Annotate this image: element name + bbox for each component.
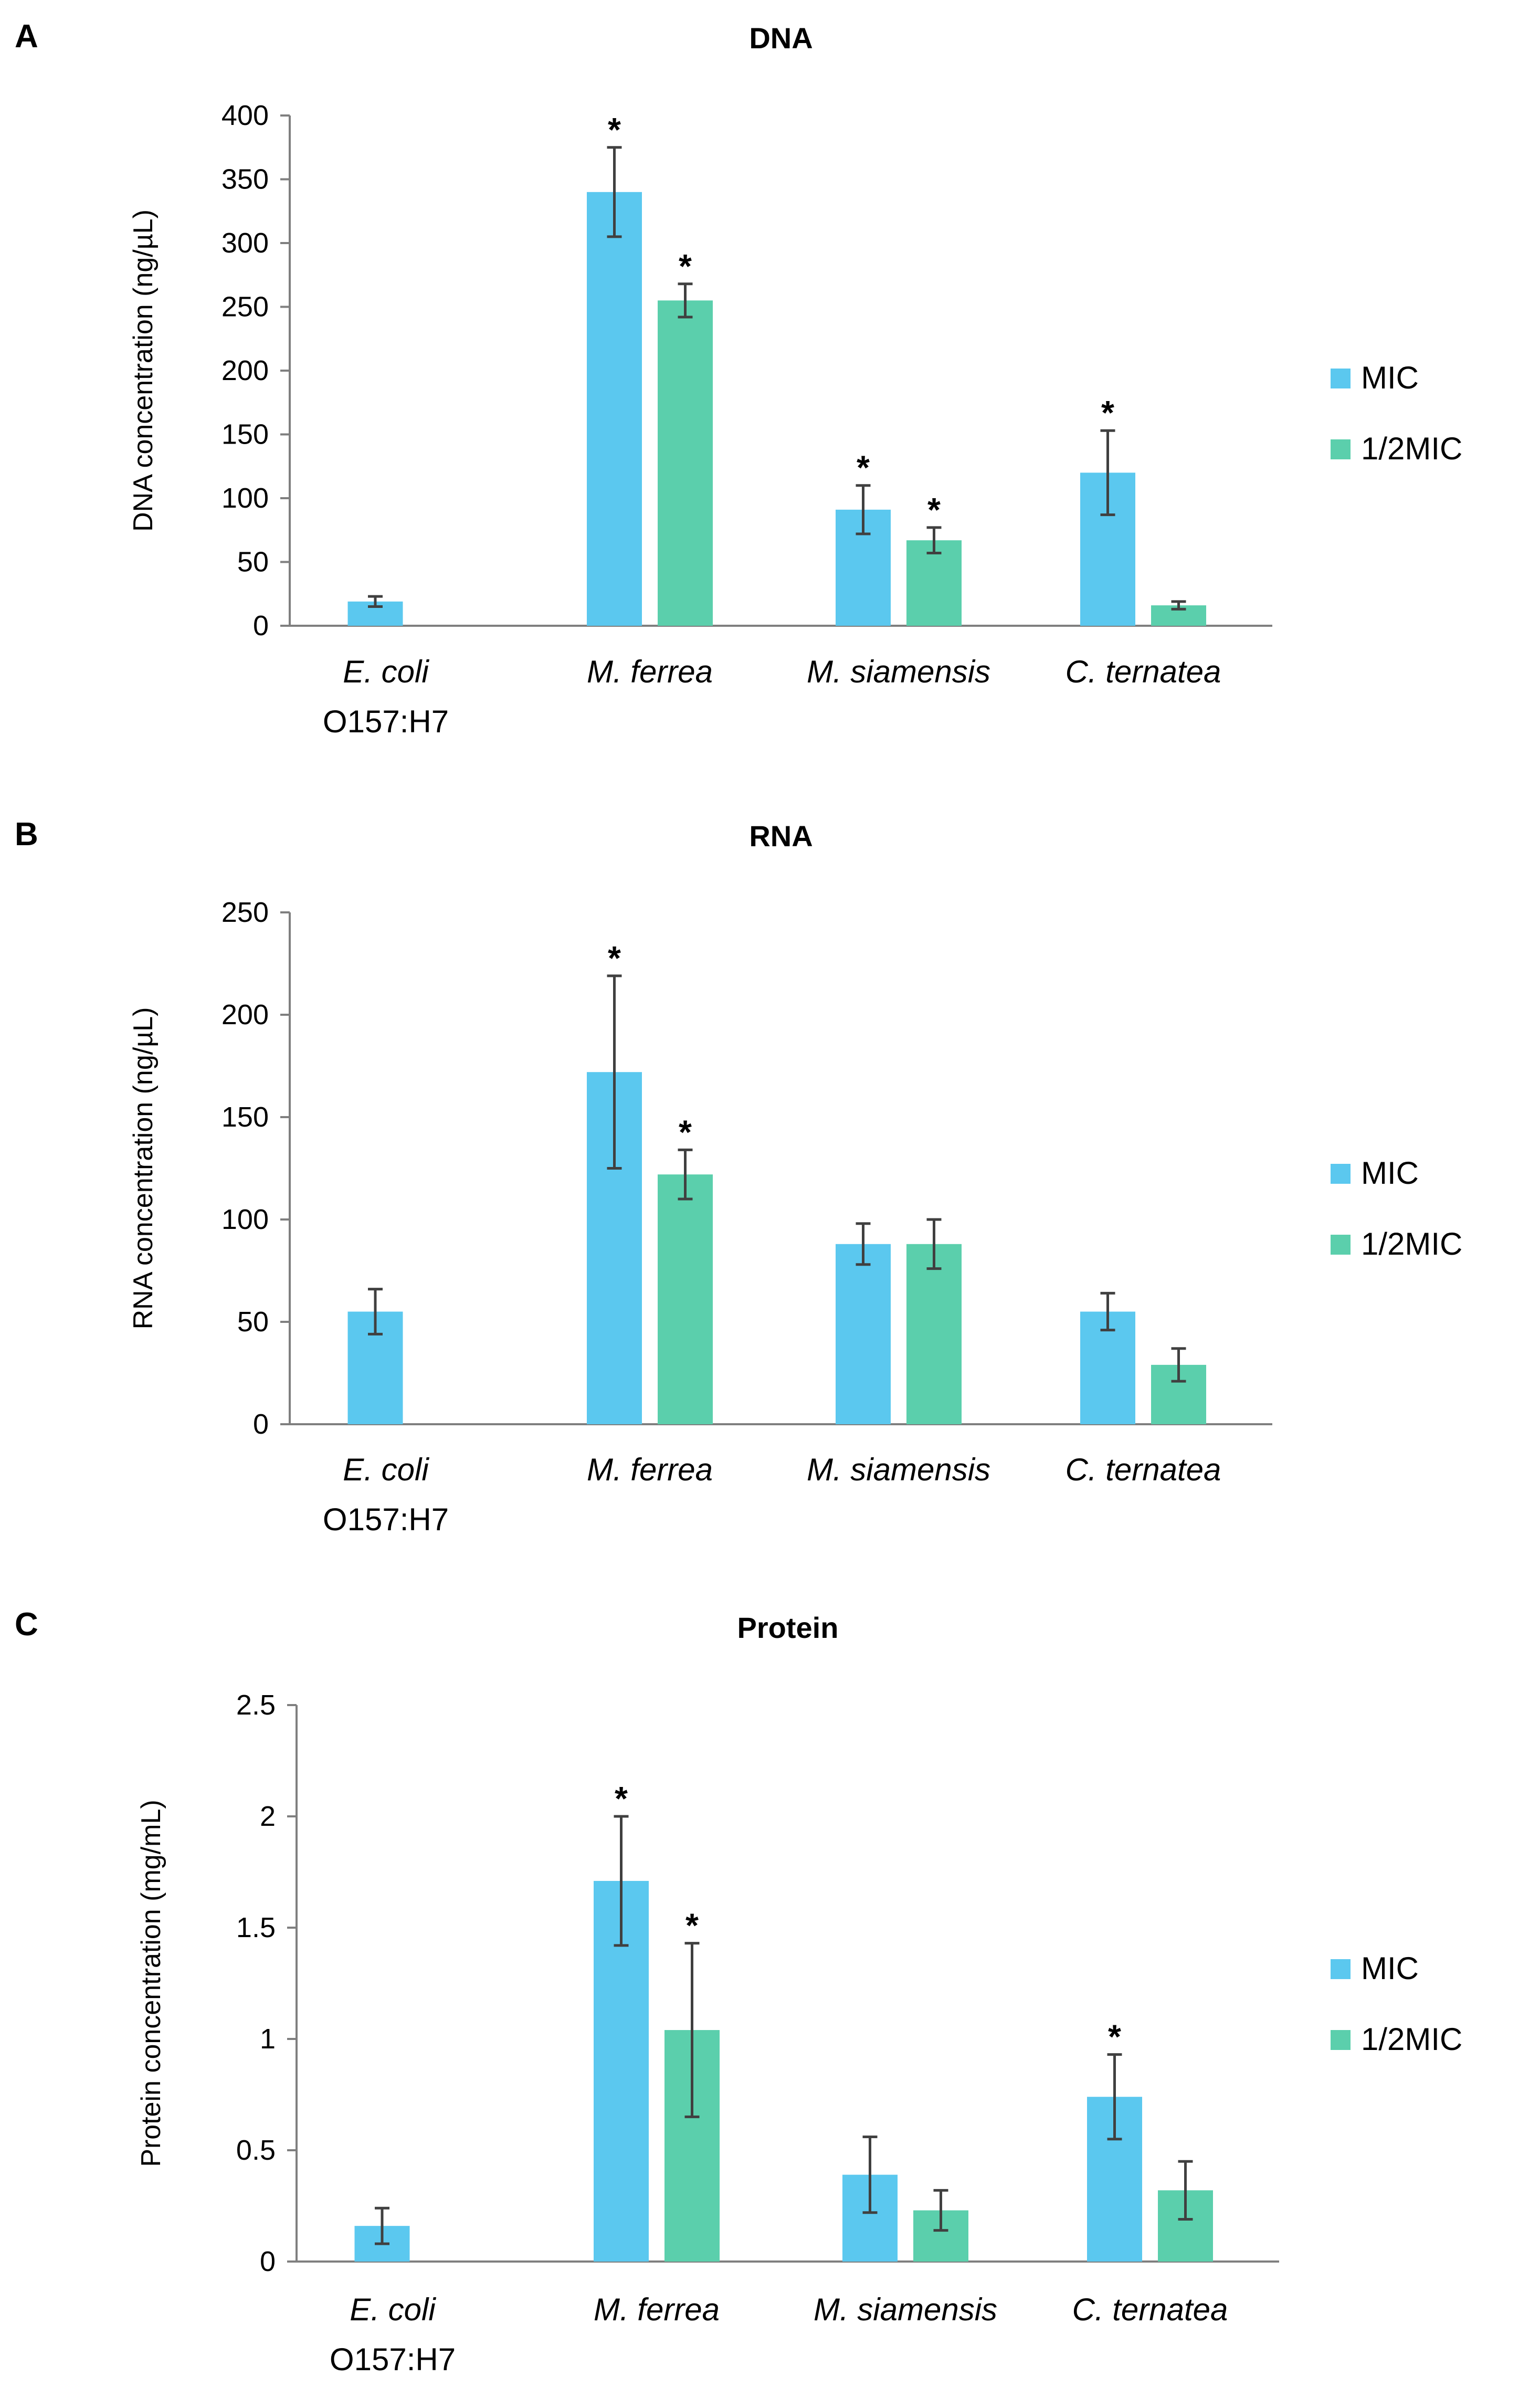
category-label: C. ternatea [1066,1452,1221,1487]
y-tick-label: 0 [253,610,269,642]
category-label-line2: O157:H7 [330,2342,456,2377]
bar-half-mic [658,1174,713,1424]
chart-title: Protein [737,1611,839,1644]
category-label: M. siamensis [814,2292,997,2327]
y-tick-label: 350 [221,164,269,195]
bar-mic [587,192,642,626]
y-tick-label: 1.5 [236,1912,276,1943]
category-label: M. siamensis [807,654,990,689]
y-tick-label: 100 [221,1204,269,1235]
legend-label-half-mic: 1/2MIC [1361,431,1462,466]
significance-star: * [615,1780,628,1817]
y-tick-label: 0.5 [236,2134,276,2166]
y-tick-label: 250 [221,897,269,928]
y-tick-label: 0 [260,2246,276,2277]
significance-star: * [608,111,621,149]
legend-swatch-half-mic [1331,2030,1351,2050]
y-tick-label: 150 [221,419,269,450]
legend-label-half-mic: 1/2MIC [1361,1226,1462,1261]
category-label: M. ferrea [587,654,713,689]
panel-label: A [15,18,38,55]
category-label: E. coli [350,2292,436,2327]
y-axis-label: RNA concentration (ng/µL) [128,1007,159,1330]
significance-star: * [608,939,621,977]
significance-star: * [1108,2018,1121,2056]
legend-swatch-half-mic [1331,439,1351,459]
y-tick-label: 50 [237,1306,269,1338]
legend-swatch-mic [1331,1959,1351,1979]
category-label: M. siamensis [807,1452,990,1487]
legend-label-mic: MIC [1361,360,1419,395]
significance-star: * [685,1907,699,1944]
legend-label-mic: MIC [1361,1155,1419,1191]
category-label-line2: O157:H7 [323,704,449,739]
category-label: C. ternatea [1072,2292,1228,2327]
panel-label: B [15,816,38,853]
y-tick-label: 1 [260,2023,276,2055]
significance-star: * [1101,394,1114,432]
panel-label: C [15,1606,38,1643]
panel-a: A DNA 0 50 100 150 200 250 300 350 400 DNA concentr… [15,18,1462,739]
y-tick-label: 2.5 [236,1689,276,1721]
y-axis-label: DNA concentration (ng/µL) [128,209,159,532]
y-tick-label: 250 [221,291,269,323]
category-label: E. coli [343,1452,429,1487]
legend-swatch-mic [1331,369,1351,388]
category-label: E. coli [343,654,429,689]
y-tick-label: 0 [253,1408,269,1440]
y-tick-label: 100 [221,482,269,514]
y-tick-label: 150 [221,1101,269,1133]
bar-half-mic [906,1244,962,1424]
significance-star: * [857,449,870,487]
y-tick-label: 300 [221,227,269,259]
legend-swatch-mic [1331,1164,1351,1184]
legend-label-mic: MIC [1361,1951,1419,1986]
y-tick-label: 200 [221,999,269,1031]
category-label-line2: O157:H7 [323,1502,449,1537]
panel-c: C Protein 0 0.5 1 1.5 2 2.5 Protein concentratio… [15,1606,1462,2377]
category-label: M. ferrea [587,1452,713,1487]
bar-half-mic [658,300,713,626]
chart-title: DNA [749,22,813,55]
chart-title: RNA [749,819,813,853]
legend-swatch-half-mic [1331,1235,1351,1255]
panel-b: B RNA 0 50 100 150 200 250 RNA concentration (ng… [15,816,1462,1537]
y-tick-label: 200 [221,355,269,386]
y-axis-label: Protein concentration (mg/mL) [136,1800,166,2167]
significance-star: * [927,491,941,529]
category-label: C. ternatea [1066,654,1221,689]
bar-half-mic [906,540,962,626]
y-tick-label: 50 [237,546,269,578]
legend-label-half-mic: 1/2MIC [1361,2022,1462,2057]
category-label: M. ferrea [594,2292,720,2327]
significance-star: * [679,247,692,285]
bar-mic [836,1244,891,1424]
y-tick-label: 2 [260,1801,276,1832]
y-tick-label: 400 [221,100,269,131]
significance-star: * [679,1113,692,1151]
